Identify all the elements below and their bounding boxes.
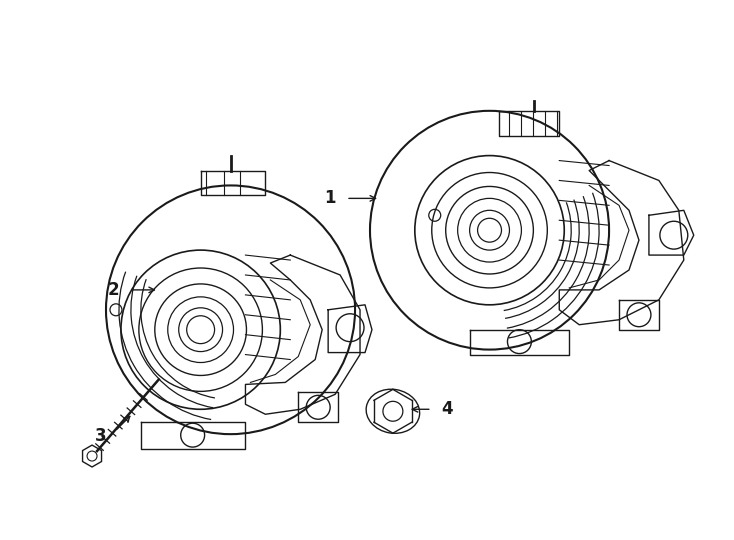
Text: 4: 4 [441, 400, 452, 418]
Text: 3: 3 [95, 427, 107, 445]
Text: 1: 1 [324, 190, 336, 207]
Text: 2: 2 [107, 281, 119, 299]
